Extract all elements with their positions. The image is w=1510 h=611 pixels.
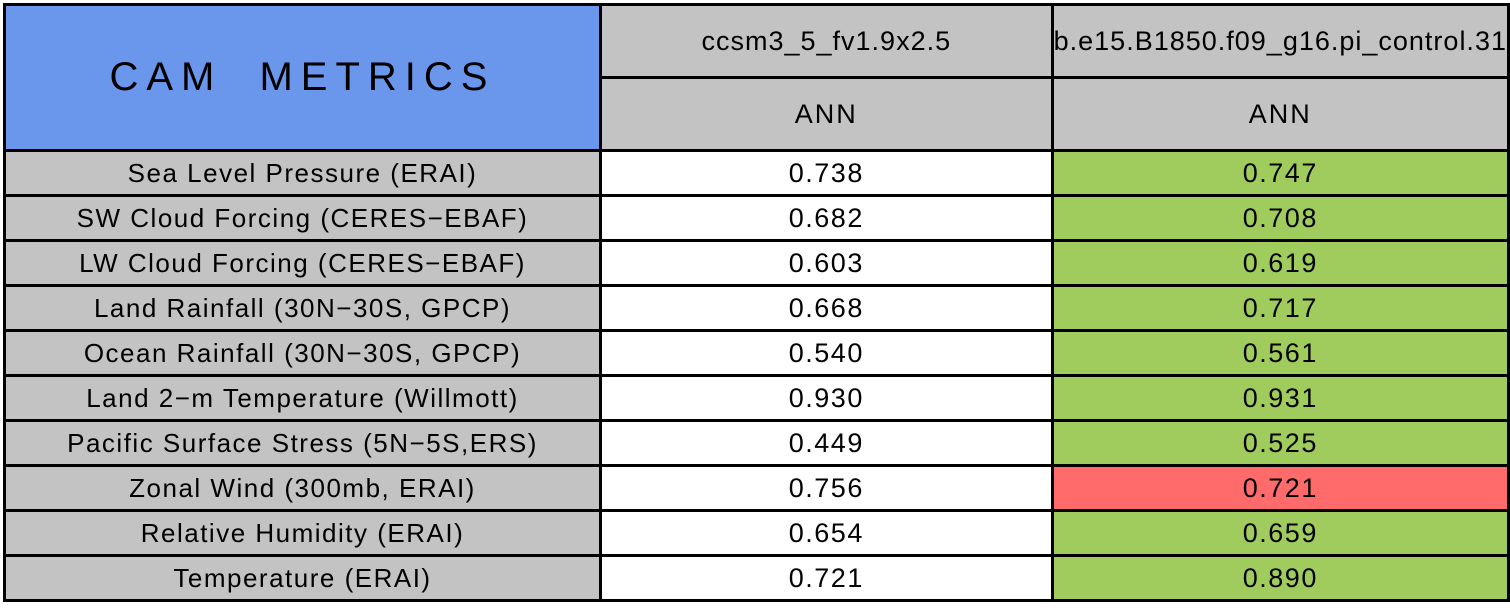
table-row: Land 2−m Temperature (Willmott) 0.930 0.… [3,374,1510,422]
metric-label-cell: Ocean Rainfall (30N−30S, GPCP) [3,329,602,377]
test-value-cell: 0.721 [1050,464,1510,512]
test-value-cell: 0.931 [1050,374,1510,422]
baseline-season-header: ANN [598,76,1054,152]
table-row: SW Cloud Forcing (CERES−EBAF) 0.682 0.70… [3,194,1510,242]
test-model-header: b.e15.B1850.f09_g16.pi_control.31 [1050,3,1510,79]
baseline-value-cell: 0.449 [598,419,1054,467]
baseline-value-cell: 0.668 [598,284,1054,332]
metric-label-cell: Sea Level Pressure (ERAI) [3,149,602,197]
table-row: Relative Humidity (ERAI) 0.654 0.659 [3,509,1510,557]
metric-label-cell: Land Rainfall (30N−30S, GPCP) [3,284,602,332]
metric-label-cell: Pacific Surface Stress (5N−5S,ERS) [3,419,602,467]
test-season-header: ANN [1050,76,1510,152]
test-value-cell: 0.890 [1050,554,1510,602]
baseline-model-label: ccsm3_5_fv1.9x2.5 [701,25,952,56]
baseline-value-cell: 0.603 [598,239,1054,287]
header-row-seasons: ANN ANN [5,76,1510,152]
metric-label-cell: Relative Humidity (ERAI) [3,509,602,557]
table-row: Ocean Rainfall (30N−30S, GPCP) 0.540 0.5… [3,329,1510,377]
test-value-cell: 0.561 [1050,329,1510,377]
baseline-value-cell: 0.540 [598,329,1054,377]
metric-label-cell: Temperature (ERAI) [3,554,602,602]
table-row: LW Cloud Forcing (CERES−EBAF) 0.603 0.61… [3,239,1510,287]
test-value-cell: 0.659 [1050,509,1510,557]
test-value-cell: 0.708 [1050,194,1510,242]
metric-label-cell: SW Cloud Forcing (CERES−EBAF) [3,194,602,242]
table-row: Sea Level Pressure (ERAI) 0.738 0.747 [3,149,1510,197]
baseline-value-cell: 0.738 [598,149,1054,197]
baseline-value-cell: 0.930 [598,374,1054,422]
metric-label-cell: Land 2−m Temperature (Willmott) [3,374,602,422]
header-row-models: CAM METRICS ccsm3_5_fv1.9x2.5 b.e15.B185… [3,3,1510,152]
table-row: Temperature (ERAI) 0.721 0.890 [3,554,1510,602]
test-value-cell: 0.747 [1050,149,1510,197]
baseline-model-header: ccsm3_5_fv1.9x2.5 [598,3,1054,79]
baseline-value-cell: 0.721 [598,554,1054,602]
test-value-cell: 0.619 [1050,239,1510,287]
baseline-value-cell: 0.682 [598,194,1054,242]
cam-metrics-table: CAM METRICS ccsm3_5_fv1.9x2.5 b.e15.B185… [3,3,1510,602]
metric-label-cell: LW Cloud Forcing (CERES−EBAF) [3,239,602,287]
baseline-value-cell: 0.654 [598,509,1054,557]
test-value-cell: 0.717 [1050,284,1510,332]
metric-label-cell: Zonal Wind (300mb, ERAI) [3,464,602,512]
test-model-label: b.e15.B1850.f09_g16.pi_control.31 [1053,25,1507,56]
table-row: Land Rainfall (30N−30S, GPCP) 0.668 0.71… [3,284,1510,332]
baseline-value-cell: 0.756 [598,464,1054,512]
table-row: Zonal Wind (300mb, ERAI) 0.756 0.721 [3,464,1510,512]
test-value-cell: 0.525 [1050,419,1510,467]
table-row: Pacific Surface Stress (5N−5S,ERS) 0.449… [3,419,1510,467]
table-title-cell: CAM METRICS [3,3,602,152]
